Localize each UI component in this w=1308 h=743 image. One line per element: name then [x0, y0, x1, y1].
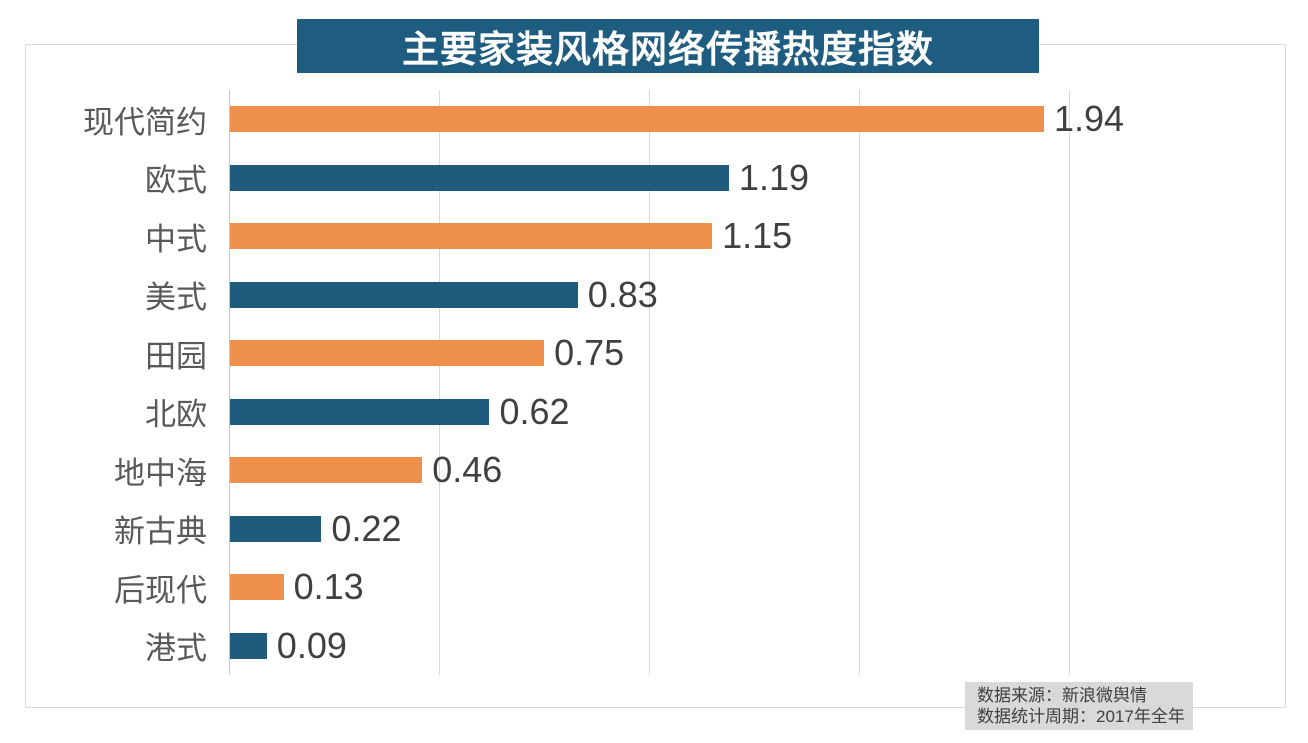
bar-value-label: 0.09: [276, 624, 347, 666]
bar: [229, 398, 490, 425]
bar-row: 0.09: [229, 617, 1286, 676]
gridline: [439, 90, 441, 675]
bar: [229, 223, 713, 250]
bar-value-label: 1.15: [722, 215, 793, 257]
gridline: [1069, 90, 1071, 675]
bar-value-label: 0.22: [331, 507, 402, 549]
title-banner: 主要家装风格网络传播热度指数: [297, 19, 1039, 73]
chart-title: 主要家装风格网络传播热度指数: [402, 29, 934, 70]
bar-row: 1.19: [229, 149, 1286, 208]
category-label: 北欧: [145, 397, 207, 433]
bar-value-label: 1.19: [738, 156, 809, 198]
bar: [229, 457, 423, 484]
y-axis-line: [229, 90, 230, 675]
category-label: 后现代: [114, 572, 207, 608]
bar-value-label: 0.83: [587, 273, 658, 315]
plot-area: 1.94 1.19 1.15 0.83 0.75 0.62 0.46 0.22 0.13 0.09: [229, 90, 1286, 675]
category-label: 欧式: [145, 163, 207, 199]
source-line-2: 数据统计周期：2017年全年: [977, 707, 1185, 726]
bar-row: 0.83: [229, 266, 1286, 325]
category-label: 美式: [145, 280, 207, 316]
category-label: 现代简约: [83, 104, 207, 140]
bar-row: 0.22: [229, 500, 1286, 559]
bar: [229, 574, 284, 601]
gridline: [649, 90, 651, 675]
category-label: 地中海: [114, 455, 207, 491]
category-label: 港式: [145, 631, 207, 667]
bar: [229, 281, 578, 308]
bar: [229, 632, 267, 659]
source-note: 数据来源：新浪微舆情 数据统计周期：2017年全年: [965, 682, 1193, 730]
source-line-1: 数据来源：新浪微舆情: [977, 686, 1147, 705]
bar-row: 0.62: [229, 383, 1286, 442]
bar-value-label: 1.94: [1054, 98, 1125, 140]
bar-value-label: 0.75: [554, 332, 625, 374]
bar-row: 0.75: [229, 324, 1286, 383]
bar: [229, 515, 322, 542]
bar: [229, 106, 1045, 133]
bar: [229, 340, 545, 367]
bar-row: 1.94: [229, 90, 1286, 149]
category-axis: 现代简约欧式中式美式田园北欧地中海新古典后现代港式: [26, 90, 207, 675]
category-label: 中式: [145, 221, 207, 257]
bar-row: 1.15: [229, 207, 1286, 266]
gridline: [859, 90, 861, 675]
bar-value-label: 0.62: [499, 390, 570, 432]
category-label: 田园: [145, 338, 207, 374]
bar: [229, 164, 729, 191]
bar-row: 0.46: [229, 441, 1286, 500]
category-label: 新古典: [114, 514, 207, 550]
bar-value-label: 0.46: [432, 449, 503, 491]
bar-row: 0.13: [229, 558, 1286, 617]
bar-value-label: 0.13: [293, 566, 364, 608]
